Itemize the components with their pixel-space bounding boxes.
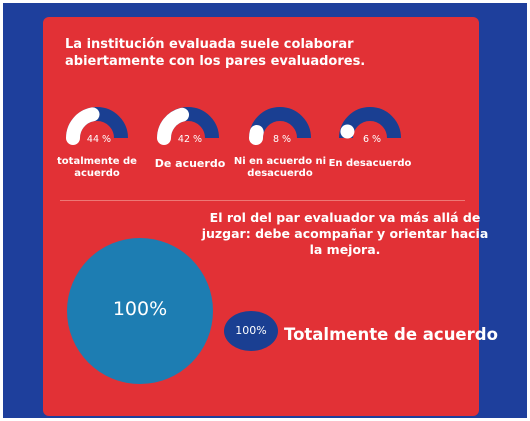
section-divider	[60, 200, 465, 201]
gauge-category-label-line: De acuerdo	[154, 157, 226, 170]
legend-value-label: 100%	[235, 324, 267, 337]
pie-circle: 100%	[67, 238, 213, 384]
gauge-category-label: Ni en acuerdo ni desacuerdo	[225, 156, 335, 180]
legend-swatch: 100%	[224, 311, 278, 351]
survey-question-title: La institución evaluada suele colaborar …	[65, 37, 366, 69]
pie-value-label: 100%	[112, 298, 168, 320]
gauge-category-label-line: totalmente de	[57, 156, 137, 167]
legend-category-label: Totalmente de acuerdo	[284, 325, 498, 344]
gauge-fill-1	[157, 107, 190, 145]
gauge-fill-2	[249, 125, 264, 145]
gauge-value-label: 42 %	[178, 134, 202, 145]
gauge-value-label: 6 %	[363, 134, 381, 145]
gauge-fill-3	[340, 124, 355, 139]
gauge-category-label-line: acuerdo	[74, 168, 120, 179]
gauge-value-label: 44 %	[87, 134, 111, 145]
gauge-category-label: En desacuerdo	[315, 158, 425, 170]
gauge-category-label-line: En desacuerdo	[328, 158, 412, 169]
second-question-title: El rol del par evaluador va más allá de …	[201, 210, 489, 257]
gauge-category-label: De acuerdo	[135, 158, 245, 170]
gauge-category-label: totalmente de acuerdo	[42, 156, 152, 180]
gauge-value-label: 8 %	[273, 134, 291, 145]
gauge-category-label-line: desacuerdo	[247, 168, 313, 179]
gauge-category-label-line: Ni en acuerdo ni	[233, 156, 327, 167]
gauge-fill-0	[66, 107, 100, 145]
